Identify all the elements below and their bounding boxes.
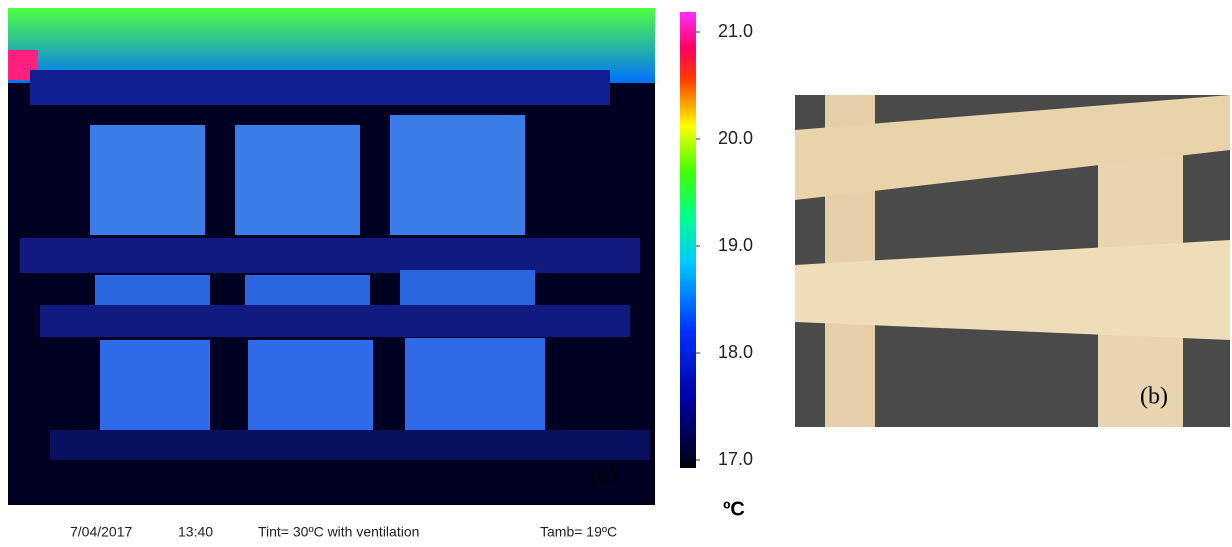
- photo: [795, 95, 1230, 427]
- colorbar-tick-label: 19.0: [718, 235, 753, 255]
- colorbar-tick-label: 18.0: [718, 342, 753, 362]
- colorbar-tick-label: 17.0: [718, 449, 753, 469]
- colorbar-tick-label: 20.0: [718, 128, 753, 148]
- panel-label: (b): [1140, 384, 1168, 410]
- colorbar: [680, 12, 696, 468]
- figure: (a) 21.0 20.0 19.0 18.0 17.0 ºC 7/04/2017 13…: [0, 0, 1232, 542]
- caption-tamb: Tamb= 19ºC: [540, 524, 617, 540]
- caption-time: 13:40: [178, 524, 213, 540]
- caption-date: 7/04/2017: [70, 524, 132, 540]
- colorbar-tick-label: 21.0: [718, 21, 753, 41]
- thermal-image: [8, 8, 655, 505]
- panel-label: (a): [590, 462, 617, 488]
- caption-tint: Tint= 30ºC with ventilation: [258, 524, 419, 540]
- colorbar-unit: ºC: [723, 498, 745, 520]
